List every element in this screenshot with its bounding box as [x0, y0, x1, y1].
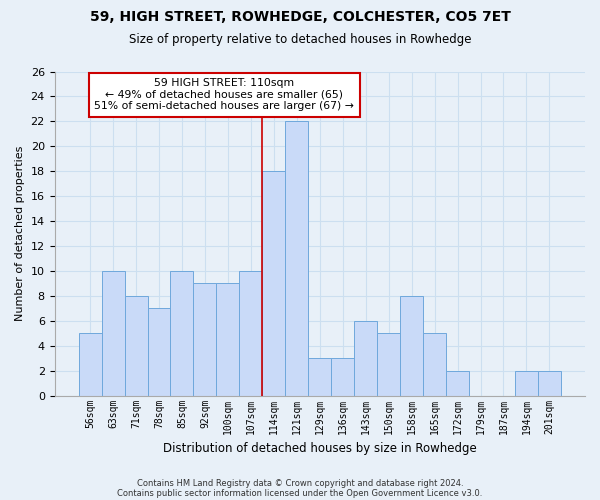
Bar	[354, 321, 377, 396]
Bar	[101, 271, 125, 396]
Text: 59 HIGH STREET: 110sqm
← 49% of detached houses are smaller (65)
51% of semi-det: 59 HIGH STREET: 110sqm ← 49% of detached…	[94, 78, 354, 111]
Bar	[239, 271, 262, 396]
Bar	[538, 370, 561, 396]
Bar	[217, 284, 239, 396]
Bar	[423, 334, 446, 396]
Bar	[377, 334, 400, 396]
Text: 59, HIGH STREET, ROWHEDGE, COLCHESTER, CO5 7ET: 59, HIGH STREET, ROWHEDGE, COLCHESTER, C…	[89, 10, 511, 24]
Text: Size of property relative to detached houses in Rowhedge: Size of property relative to detached ho…	[129, 32, 471, 46]
Bar	[308, 358, 331, 396]
X-axis label: Distribution of detached houses by size in Rowhedge: Distribution of detached houses by size …	[163, 442, 476, 455]
Text: Contains HM Land Registry data © Crown copyright and database right 2024.: Contains HM Land Registry data © Crown c…	[137, 478, 463, 488]
Bar	[262, 171, 286, 396]
Y-axis label: Number of detached properties: Number of detached properties	[15, 146, 25, 322]
Bar	[400, 296, 423, 396]
Bar	[193, 284, 217, 396]
Bar	[125, 296, 148, 396]
Bar	[79, 334, 101, 396]
Bar	[446, 370, 469, 396]
Bar	[148, 308, 170, 396]
Bar	[170, 271, 193, 396]
Text: Contains public sector information licensed under the Open Government Licence v3: Contains public sector information licen…	[118, 488, 482, 498]
Bar	[331, 358, 354, 396]
Bar	[286, 122, 308, 396]
Bar	[515, 370, 538, 396]
